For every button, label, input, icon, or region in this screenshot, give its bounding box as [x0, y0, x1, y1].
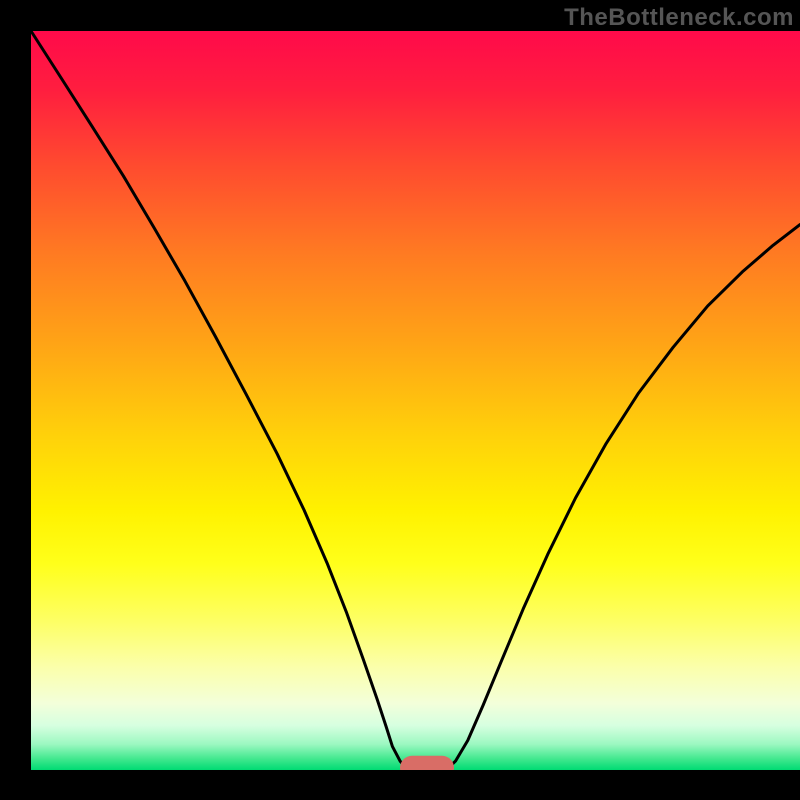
watermark-text: TheBottleneck.com: [564, 4, 794, 32]
axis-bottom: [0, 770, 800, 800]
chart-background: [31, 31, 800, 770]
axis-left: [0, 0, 31, 800]
bottleneck-chart: [0, 0, 800, 800]
